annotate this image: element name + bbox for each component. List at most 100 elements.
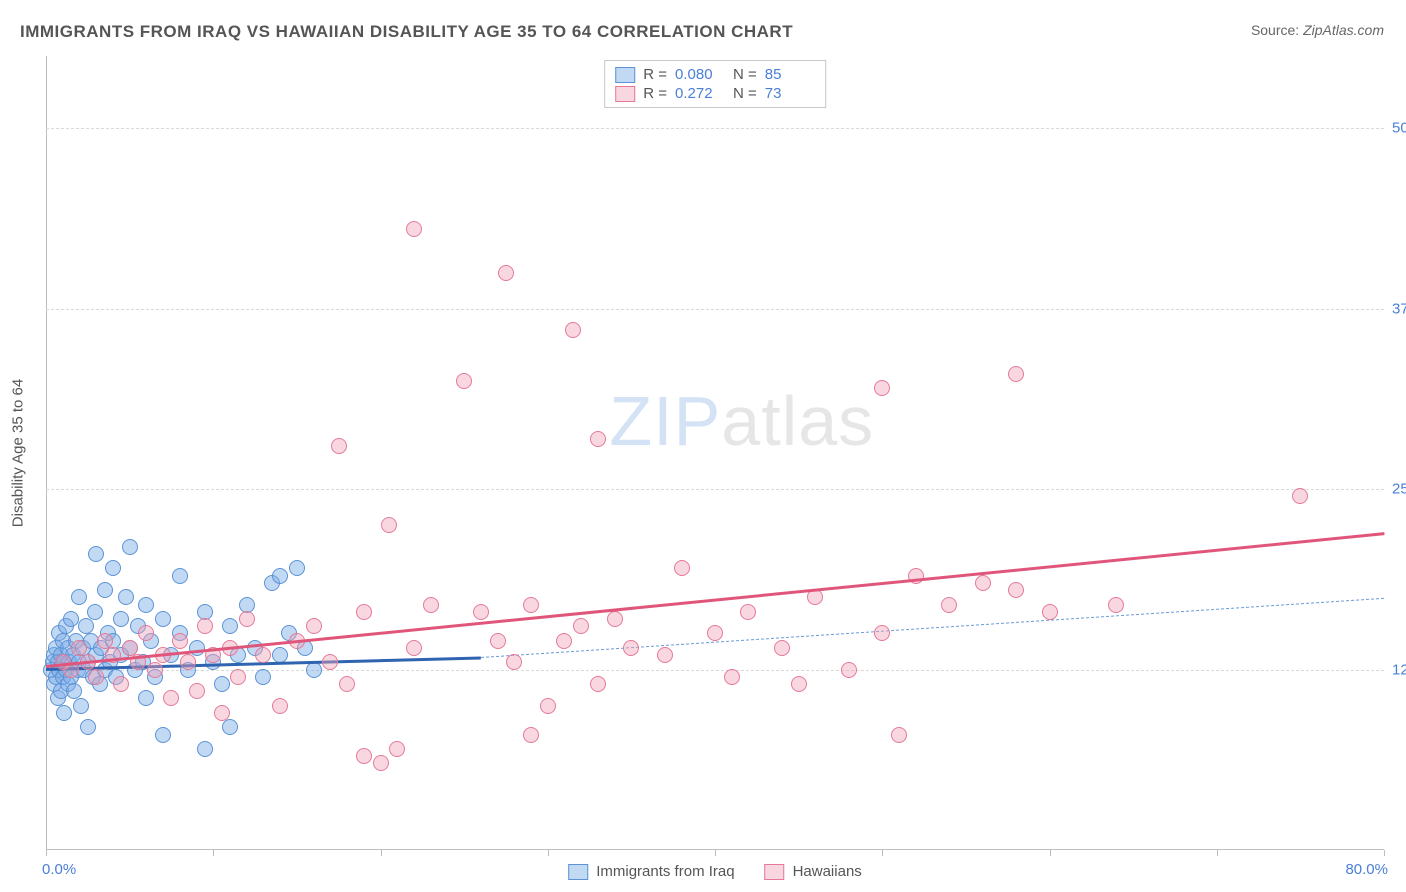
data-point-hawaiian [623, 640, 639, 656]
data-point-iraq [105, 560, 121, 576]
data-point-hawaiian [197, 618, 213, 634]
data-point-iraq [88, 546, 104, 562]
chart-title: IMMIGRANTS FROM IRAQ VS HAWAIIAN DISABIL… [20, 22, 793, 42]
x-tick-mark [1384, 850, 1385, 856]
legend-r-label: R = [643, 85, 667, 102]
x-tick-mark [46, 850, 47, 856]
data-point-hawaiian [180, 654, 196, 670]
data-point-hawaiian [272, 698, 288, 714]
x-axis-min-label: 0.0% [42, 861, 76, 878]
data-point-iraq [118, 589, 134, 605]
y-tick-label: 50.0% [1386, 120, 1406, 137]
legend-r-value: 0.080 [675, 66, 725, 83]
data-point-hawaiian [707, 625, 723, 641]
y-axis-line [46, 56, 47, 850]
legend-swatch [615, 86, 635, 102]
data-point-hawaiian [540, 698, 556, 714]
data-point-iraq [56, 705, 72, 721]
data-point-hawaiian [189, 683, 205, 699]
data-point-hawaiian [590, 431, 606, 447]
chart-area: Disability Age 35 to 64 ZIPatlas 12.5%25… [46, 56, 1384, 850]
watermark-zip: ZIP [609, 382, 721, 460]
legend-swatch [568, 864, 588, 880]
data-point-hawaiian [498, 265, 514, 281]
data-point-hawaiian [339, 676, 355, 692]
data-point-hawaiian [573, 618, 589, 634]
data-point-hawaiian [590, 676, 606, 692]
data-point-iraq [172, 568, 188, 584]
legend-item-hawaiian: Hawaiians [765, 863, 862, 880]
data-point-hawaiian [490, 633, 506, 649]
data-point-hawaiian [214, 705, 230, 721]
data-point-hawaiian [941, 597, 957, 613]
data-point-hawaiian [406, 640, 422, 656]
data-point-hawaiian [255, 647, 271, 663]
data-point-hawaiian [97, 633, 113, 649]
legend-series: Immigrants from Iraq Hawaiians [568, 863, 862, 880]
data-point-hawaiian [657, 647, 673, 663]
data-point-hawaiian [523, 597, 539, 613]
trend-line [481, 597, 1384, 657]
data-point-iraq [73, 698, 89, 714]
x-tick-mark [882, 850, 883, 856]
data-point-iraq [122, 539, 138, 555]
x-tick-mark [213, 850, 214, 856]
data-point-hawaiian [423, 597, 439, 613]
x-tick-mark [1217, 850, 1218, 856]
legend-label: Hawaiians [793, 863, 862, 880]
data-point-hawaiian [122, 640, 138, 656]
gridline-h [46, 489, 1384, 490]
x-tick-mark [381, 850, 382, 856]
data-point-hawaiian [607, 611, 623, 627]
data-point-iraq [214, 676, 230, 692]
gridline-h [46, 670, 1384, 671]
data-point-hawaiian [740, 604, 756, 620]
data-point-hawaiian [1108, 597, 1124, 613]
data-point-hawaiian [356, 748, 372, 764]
data-point-iraq [155, 611, 171, 627]
legend-stats-row-iraq: R = 0.080 N = 85 [615, 65, 815, 84]
data-point-hawaiian [322, 654, 338, 670]
data-point-hawaiian [230, 669, 246, 685]
legend-item-iraq: Immigrants from Iraq [568, 863, 734, 880]
data-point-hawaiian [113, 676, 129, 692]
data-point-iraq [222, 719, 238, 735]
data-point-iraq [138, 597, 154, 613]
data-point-hawaiian [556, 633, 572, 649]
data-point-iraq [289, 560, 305, 576]
data-point-hawaiian [456, 373, 472, 389]
data-point-hawaiian [975, 575, 991, 591]
data-point-hawaiian [841, 662, 857, 678]
data-point-iraq [71, 589, 87, 605]
legend-r-label: R = [643, 66, 667, 83]
legend-n-label: N = [733, 66, 757, 83]
legend-stats-row-hawaiian: R =0.272N =73 [615, 84, 815, 103]
data-point-hawaiian [565, 322, 581, 338]
data-point-hawaiian [1008, 366, 1024, 382]
x-tick-mark [1050, 850, 1051, 856]
data-point-hawaiian [874, 380, 890, 396]
data-point-hawaiian [306, 618, 322, 634]
data-point-iraq [255, 669, 271, 685]
legend-n-value: 85 [765, 66, 815, 83]
gridline-h [46, 128, 1384, 129]
data-point-hawaiian [138, 625, 154, 641]
data-point-iraq [97, 582, 113, 598]
x-axis-max-label: 80.0% [1345, 861, 1388, 878]
legend-stats: R =0.080N =85R =0.272N =73 [604, 60, 826, 108]
data-point-iraq [155, 727, 171, 743]
legend-r-value: 0.272 [675, 85, 725, 102]
data-point-hawaiian [774, 640, 790, 656]
data-point-hawaiian [71, 640, 87, 656]
data-point-hawaiian [724, 669, 740, 685]
data-point-iraq [113, 611, 129, 627]
y-tick-label: 37.5% [1386, 300, 1406, 317]
legend-label: Immigrants from Iraq [596, 863, 734, 880]
legend-swatch [615, 67, 635, 83]
data-point-hawaiian [239, 611, 255, 627]
y-tick-label: 12.5% [1386, 661, 1406, 678]
source-label: Source: [1251, 22, 1299, 38]
data-point-hawaiian [506, 654, 522, 670]
data-point-hawaiian [791, 676, 807, 692]
y-axis-label: Disability Age 35 to 64 [10, 379, 27, 527]
